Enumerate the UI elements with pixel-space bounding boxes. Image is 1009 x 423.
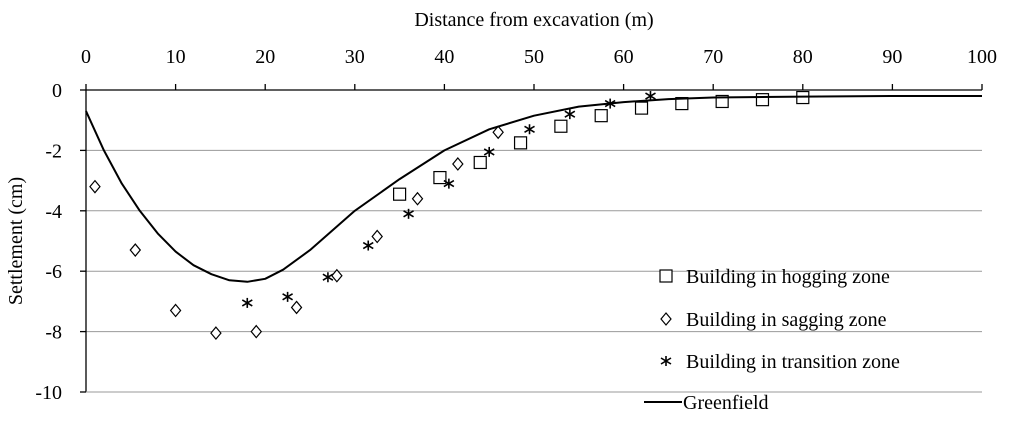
asterisk-point (443, 178, 455, 189)
legend: Building in hogging zone Building in sagg… (644, 266, 900, 414)
diamond-point (290, 300, 303, 315)
asterisk-point (483, 146, 495, 157)
x-tick-label: 50 (524, 46, 544, 68)
diamond-point (129, 243, 142, 257)
diamond-point (169, 303, 182, 318)
plot-area (85, 90, 982, 341)
x-tick-label: 70 (703, 46, 723, 68)
y-tick-label: -10 (35, 382, 62, 404)
y-tick-label: -8 (45, 322, 62, 344)
asterisk-point (362, 240, 374, 251)
asterisk-point (241, 297, 253, 308)
square-point (715, 94, 729, 109)
legend-label: Greenfield (683, 392, 769, 414)
asterisk-point (524, 124, 535, 135)
diamond-point (210, 326, 222, 341)
diamond-point (89, 179, 101, 194)
asterisk-point (564, 109, 576, 120)
diamond-point (250, 324, 263, 339)
x-tick-label: 80 (793, 46, 813, 68)
square-point (433, 170, 447, 185)
x-tick-label: 0 (81, 46, 91, 68)
y-tick-label: -4 (45, 201, 62, 223)
y-axis-title: Settlement (cm) (5, 177, 27, 305)
y-tick-label: -6 (45, 261, 62, 283)
legend-square-symbol (659, 269, 673, 283)
legend-label: Building in sagging zone (686, 309, 887, 331)
square-point (755, 93, 770, 107)
square-point (554, 119, 568, 133)
x-tick-label: 40 (434, 46, 454, 68)
diamond-point (411, 191, 424, 206)
x-tick-label: 30 (345, 46, 365, 68)
x-tick-label: 10 (166, 46, 186, 68)
x-tick-label: 90 (882, 46, 902, 68)
square-point (473, 155, 487, 170)
x-tick-label: 20 (255, 46, 275, 68)
square-point (675, 96, 689, 111)
square-point (513, 136, 528, 150)
asterisk-point (282, 291, 294, 302)
diamond-point (331, 268, 343, 283)
y-tick-label: -2 (45, 140, 62, 162)
axes (80, 84, 983, 393)
diamond-point (371, 229, 383, 244)
y-tick-labels: 0 -2 -4 -6 -8 -10 (35, 80, 62, 404)
x-tick-labels: 0 10 20 30 40 50 60 70 80 90 100 (81, 46, 997, 68)
diamond-point (452, 157, 464, 171)
legend-asterisk-symbol (660, 356, 672, 366)
x-tick-label: 100 (967, 46, 997, 68)
square-point (594, 109, 608, 123)
x-tick-label: 60 (614, 46, 634, 68)
square-point (393, 187, 407, 201)
greenfield-line (85, 95, 982, 283)
gridlines (86, 149, 982, 333)
y-tick-label: 0 (52, 80, 62, 102)
legend-label: Building in hogging zone (686, 266, 890, 288)
legend-diamond-symbol (660, 312, 672, 326)
asterisk-point (322, 272, 334, 283)
diamond-point (492, 125, 504, 140)
square-point (634, 101, 649, 115)
legend-label: Building in transition zone (686, 351, 900, 373)
asterisk-point (403, 208, 414, 219)
x-axis-title: Distance from excavation (m) (414, 9, 653, 31)
